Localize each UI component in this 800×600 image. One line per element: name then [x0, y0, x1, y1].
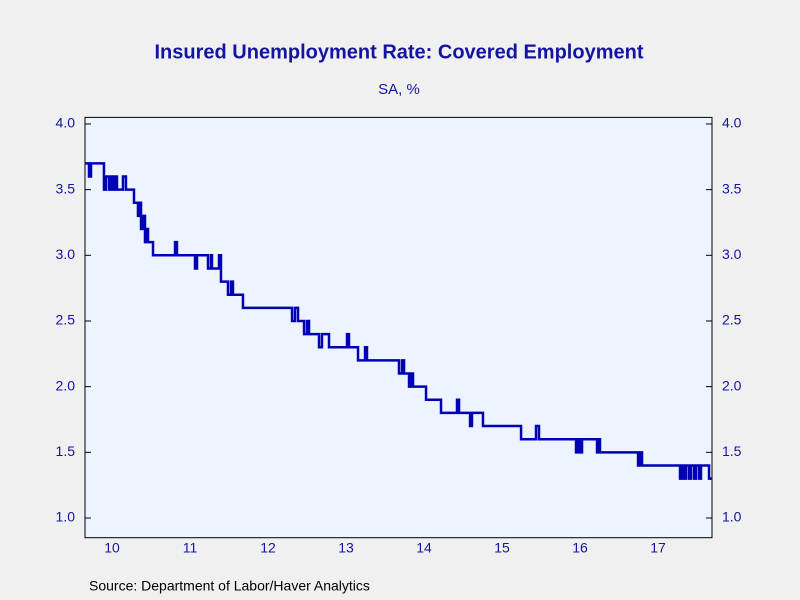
chart-title: Insured Unemployment Rate: Covered Emplo…: [155, 41, 644, 63]
y-tick-label: 2.0: [56, 377, 76, 393]
x-tick-label: 17: [650, 540, 666, 556]
source-note: Source: Department of Labor/Haver Analyt…: [89, 578, 370, 594]
y-tick-label: 3.5: [56, 180, 76, 196]
y2-tick-label: 3.5: [722, 180, 742, 196]
x-tick-label: 13: [338, 540, 354, 556]
x-tick-label: 14: [416, 540, 432, 556]
x-tick-label: 15: [494, 540, 510, 556]
y2-tick-label: 2.0: [722, 377, 742, 393]
x-tick-label: 12: [260, 540, 276, 556]
y2-tick-label: 1.0: [722, 509, 742, 525]
y2-tick-label: 1.5: [722, 443, 742, 459]
y2-tick-label: 3.0: [722, 246, 742, 262]
chart-subtitle: SA, %: [378, 81, 420, 98]
plot-area: [84, 116, 713, 539]
x-tick-label: 16: [572, 540, 588, 556]
y2-tick-label: 2.5: [722, 312, 742, 328]
data-line: [85, 162, 712, 480]
x-tick-label: 10: [104, 540, 120, 556]
y2-tick-label: 4.0: [722, 115, 742, 131]
y-tick-label: 4.0: [56, 115, 76, 131]
x-tick-label: 11: [183, 540, 198, 556]
y-tick-label: 3.0: [56, 246, 76, 262]
y-tick-label: 2.5: [56, 312, 76, 328]
y-tick-label: 1.5: [56, 443, 76, 459]
y-tick-label: 1.0: [56, 509, 76, 525]
